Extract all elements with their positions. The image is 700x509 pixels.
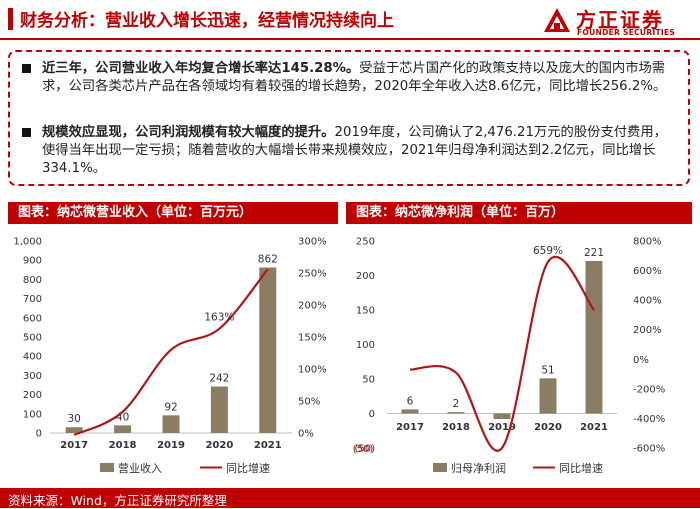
left-axis-tick-label: 150	[356, 306, 375, 317]
bullet-square-icon	[22, 128, 31, 137]
bar-2020	[210, 386, 228, 433]
axis-bottom-annotation: (50)	[353, 444, 374, 455]
left-axis-tick-label: 1,000	[13, 237, 42, 248]
right-axis-tick-label: -400%	[633, 414, 665, 425]
right-axis-tick-label: 400%	[633, 296, 662, 307]
category-label: 2017	[396, 422, 424, 433]
bar-2017	[65, 427, 83, 433]
left-axis-tick-label: 100	[23, 409, 42, 420]
left-axis-tick-label: 250	[356, 237, 375, 248]
bar-value-label: 2	[453, 398, 460, 410]
right-axis-tick-label: 0%	[298, 429, 314, 440]
growth-rate-line	[73, 268, 269, 436]
left-axis-tick-label: (50)	[354, 444, 375, 455]
founder-logo-icon	[544, 8, 570, 32]
page-header: 财务分析：营业收入增长迅速，经营情况持续向上 方正证券 FOUNDER SECU…	[0, 0, 700, 44]
category-label: 2017	[60, 440, 88, 451]
logo-text-cn: 方正证券	[576, 8, 664, 32]
page-title: 财务分析：营业收入增长迅速，经营情况持续向上	[20, 11, 394, 31]
legend-label-line: 同比增速	[559, 461, 603, 475]
left-axis-tick-label: 500	[23, 333, 42, 344]
legend-swatch-bar	[100, 463, 114, 472]
left-axis-tick-label: 600	[23, 313, 42, 324]
category-label: 2021	[580, 422, 608, 433]
right-axis-tick-label: 0%	[633, 355, 649, 366]
category-label: 2019	[488, 422, 516, 433]
growth-rate-label: 163%	[204, 312, 234, 324]
legend-swatch-bar	[433, 463, 447, 472]
left-axis-tick-label: 200	[23, 390, 42, 401]
right-axis-tick-label: 200%	[298, 301, 327, 312]
left-axis-tick-label: 50	[362, 375, 375, 386]
brand-logo: 方正证券 FOUNDER SECURITIES	[542, 4, 692, 38]
bar-value-label: 221	[584, 247, 604, 259]
right-axis-tick-label: 300%	[298, 237, 327, 248]
left-axis-tick-label: 800	[23, 275, 42, 286]
bar-2021	[585, 261, 603, 414]
header-divider	[0, 38, 700, 40]
category-label: 2018	[109, 440, 137, 451]
legend-label-bar: 营业收入	[118, 461, 162, 475]
chart-title-net-profit: 图表：纳芯微净利润（单位：百万）	[346, 202, 692, 224]
bar-value-label: 862	[258, 253, 278, 265]
bar-2019	[162, 415, 180, 433]
growth-rate-label: 659%	[533, 245, 563, 257]
bullet-heading: 规模效应显现，公司利润规模有较大幅度的提升。	[42, 125, 335, 140]
legend-label-line: 同比增速	[226, 461, 270, 475]
footer-bar: 资料来源：Wind，方正证券研究所整理	[0, 488, 700, 508]
left-axis-tick-label: 0	[369, 409, 375, 420]
category-label: 2019	[157, 440, 185, 451]
right-axis-tick-label: 800%	[633, 237, 662, 248]
right-axis-tick-label: -600%	[633, 444, 665, 455]
left-axis-tick-label: 300	[23, 371, 42, 382]
summary-bullet-revenue: 近三年，公司营业收入年均复合增长率达145.28%。受益于芯片国产化的政策支持以…	[22, 60, 677, 96]
category-label: 2020	[205, 440, 233, 451]
bullet-square-icon	[22, 64, 31, 73]
bar-2019	[493, 413, 511, 420]
header-accent-bar	[8, 8, 13, 30]
left-axis-tick-label: 700	[23, 294, 42, 305]
bar-value-label: 242	[209, 373, 229, 385]
net-profit-chart: (50) 0 50 100 150 200 250 -600% -400% -200% 0% 200%…	[353, 237, 665, 476]
bullet-heading: 近三年，公司营业收入年均复合增长率达145.28%。	[42, 61, 360, 76]
growth-rate-line	[409, 255, 595, 452]
right-axis-tick-label: 50%	[298, 397, 320, 408]
category-label: 2020	[534, 422, 562, 433]
bar-value-label: 6	[407, 395, 414, 407]
left-axis-tick-label: 0	[36, 429, 42, 440]
right-axis-tick-label: 150%	[298, 333, 327, 344]
bullet-body: 2019年度，公司确认了2,476.21万元的股份支付费用，使得当年出现一定亏损…	[42, 125, 667, 176]
bar-value-label: 92	[164, 401, 177, 413]
bar-2018	[447, 412, 465, 414]
revenue-chart: 0 100 200 300 400 500 600 700 800 900 1,000 0% 50% 10…	[13, 237, 327, 476]
left-axis-tick-label: 200	[356, 271, 375, 282]
logo-text-en: FOUNDER SECURITIES	[577, 28, 676, 37]
bar-2018	[114, 425, 132, 433]
bar-value-label: 51	[541, 364, 554, 376]
summary-box: 近三年，公司营业收入年均复合增长率达145.28%。受益于芯片国产化的政策支持以…	[8, 50, 690, 186]
bar-value-label: 30	[68, 413, 81, 425]
source-note: 资料来源：Wind，方正证券研究所整理	[8, 493, 227, 508]
bar-2021	[259, 267, 277, 433]
legend-label-bar: 归母净利润	[451, 461, 506, 475]
right-axis-tick-label: -200%	[633, 384, 665, 395]
category-label: 2018	[442, 422, 470, 433]
left-axis-tick-label: 900	[23, 256, 42, 267]
bar-2020	[539, 378, 557, 414]
bullet-body: 受益于芯片国产化的政策支持以及庞大的国内市场需求，公司各类芯片产品在各领域均有着…	[42, 61, 667, 94]
right-axis-tick-label: 100%	[298, 365, 327, 376]
bar-2017	[401, 409, 419, 414]
chart-title-revenue: 图表：纳芯微营业收入（单位：百万元）	[8, 202, 338, 224]
left-axis-tick-label: 400	[23, 352, 42, 363]
right-axis-tick-label: 600%	[633, 266, 662, 277]
right-axis-tick-label: 250%	[298, 269, 327, 280]
summary-bullet-profit: 规模效应显现，公司利润规模有较大幅度的提升。2019年度，公司确认了2,476.…	[22, 124, 677, 178]
category-label: 2021	[254, 440, 282, 451]
right-axis-tick-label: 200%	[633, 325, 662, 336]
left-axis-tick-label: 100	[356, 340, 375, 351]
